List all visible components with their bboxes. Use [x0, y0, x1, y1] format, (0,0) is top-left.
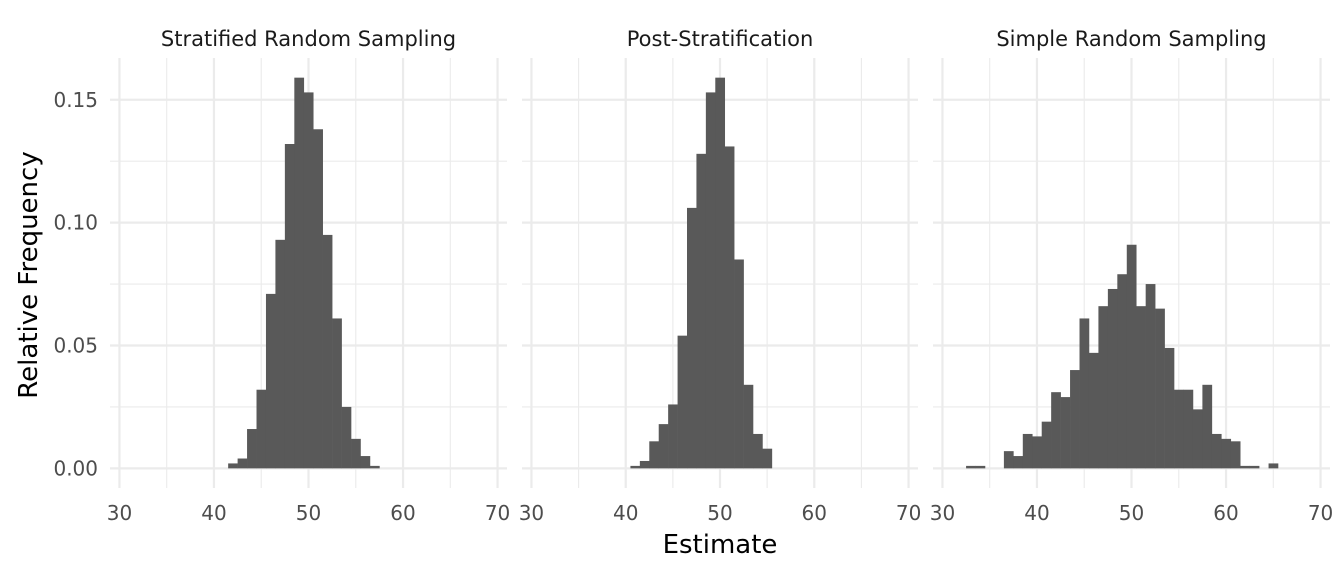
histogram-bar — [753, 433, 763, 469]
histogram-bar — [322, 234, 333, 469]
histogram-bar — [734, 259, 744, 469]
x-tick-label: 40 — [613, 501, 638, 525]
histogram-bar — [1003, 451, 1014, 469]
x-tick-label: 30 — [107, 501, 132, 525]
histogram-bar — [1202, 384, 1213, 469]
histogram-bar — [351, 438, 361, 469]
x-axis-title: Estimate — [663, 530, 778, 560]
histogram-bar — [1051, 392, 1061, 469]
histogram-bar — [1107, 288, 1118, 469]
y-tick-label: 0.15 — [53, 88, 98, 112]
histogram-bar — [677, 335, 688, 469]
histogram-bar — [341, 406, 352, 469]
histogram-bar — [1230, 441, 1241, 469]
histogram-bar — [658, 424, 669, 469]
histogram-bar — [966, 465, 976, 469]
histogram-bar — [1060, 397, 1071, 469]
histogram-bar — [1013, 456, 1024, 469]
histogram-bar — [1268, 463, 1279, 469]
panel-2: Post-Stratification 30 40 50 60 70 — [519, 27, 922, 525]
histogram-bar — [715, 77, 726, 469]
histogram-bar — [630, 465, 641, 469]
histogram-bar — [639, 460, 650, 469]
histogram-bar — [1098, 306, 1109, 469]
histogram-bar — [705, 92, 716, 469]
histogram-bar — [1136, 306, 1146, 469]
x-tick-label: 70 — [485, 501, 510, 525]
histogram-bars — [630, 77, 773, 469]
histogram-bar — [1032, 436, 1043, 469]
histogram-bar — [247, 429, 257, 469]
y-tick-label: 0.05 — [53, 333, 98, 357]
histogram-bar — [313, 129, 323, 469]
histogram-bar — [303, 92, 314, 469]
x-tick-label: 70 — [1308, 501, 1333, 525]
histogram-bar — [1155, 308, 1165, 469]
histogram-bar — [649, 441, 660, 469]
histogram-bar — [975, 465, 986, 469]
x-tick-label: 50 — [707, 501, 732, 525]
histogram-bars — [966, 244, 1279, 469]
histogram-bar — [1041, 421, 1052, 469]
panel-title: Stratified Random Sampling — [161, 27, 456, 51]
x-tick-label: 60 — [390, 501, 415, 525]
panel-3: Simple Random Sampling 30 40 50 60 70 — [930, 27, 1334, 525]
y-tick-label: 0.10 — [53, 211, 98, 235]
x-tick-label: 60 — [802, 501, 827, 525]
x-tick-label: 50 — [1119, 501, 1144, 525]
histogram-bar — [1183, 389, 1194, 469]
histogram-bar — [1070, 370, 1080, 469]
x-tick-label: 40 — [201, 501, 226, 525]
histogram-bar — [724, 146, 735, 469]
histogram-bar — [1126, 244, 1137, 469]
histogram-bar — [1022, 433, 1033, 469]
histogram-bar — [1221, 438, 1232, 469]
x-tick-label: 30 — [930, 501, 955, 525]
x-tick-label: 40 — [1024, 501, 1049, 525]
histogram-bar — [228, 463, 238, 469]
y-tick-label: 0.00 — [53, 456, 98, 480]
histogram-bar — [687, 207, 697, 469]
histogram-bar — [237, 458, 248, 469]
histogram-bar — [360, 456, 371, 469]
x-tick-label: 70 — [896, 501, 921, 525]
histogram-bar — [332, 318, 342, 469]
y-axis: 0.00 0.05 0.10 0.15 — [53, 88, 98, 481]
histogram-bar — [284, 144, 295, 469]
histogram-bar — [762, 448, 773, 469]
panel-title: Simple Random Sampling — [996, 27, 1266, 51]
panel-1: Stratified Random Sampling 30 40 50 60 70 — [107, 27, 511, 525]
histogram-bar — [1079, 318, 1090, 469]
panel-title: Post-Stratification — [627, 27, 814, 51]
histogram-bar — [265, 293, 276, 469]
histogram-bar — [294, 77, 305, 469]
histogram-bar — [743, 384, 754, 469]
histogram-bar — [696, 153, 707, 469]
histogram-bar — [1240, 465, 1250, 469]
histogram-bar — [1174, 389, 1184, 469]
histogram-bar — [1249, 465, 1260, 469]
histogram-bar — [1211, 433, 1222, 469]
y-axis-title: Relative Frequency — [14, 151, 44, 398]
x-tick-label: 30 — [519, 501, 544, 525]
histogram-bar — [1145, 284, 1156, 469]
histogram-bar — [1164, 347, 1175, 469]
x-tick-label: 60 — [1213, 501, 1238, 525]
histogram-bar — [369, 465, 380, 469]
x-tick-label: 50 — [296, 501, 321, 525]
histogram-bar — [256, 389, 267, 469]
histogram-bars — [228, 77, 380, 469]
histogram-bar — [1117, 274, 1128, 469]
histogram-bar — [1192, 409, 1203, 469]
histogram-bar — [1088, 352, 1099, 469]
histogram-bar — [668, 404, 678, 469]
histogram-bar — [275, 239, 286, 469]
